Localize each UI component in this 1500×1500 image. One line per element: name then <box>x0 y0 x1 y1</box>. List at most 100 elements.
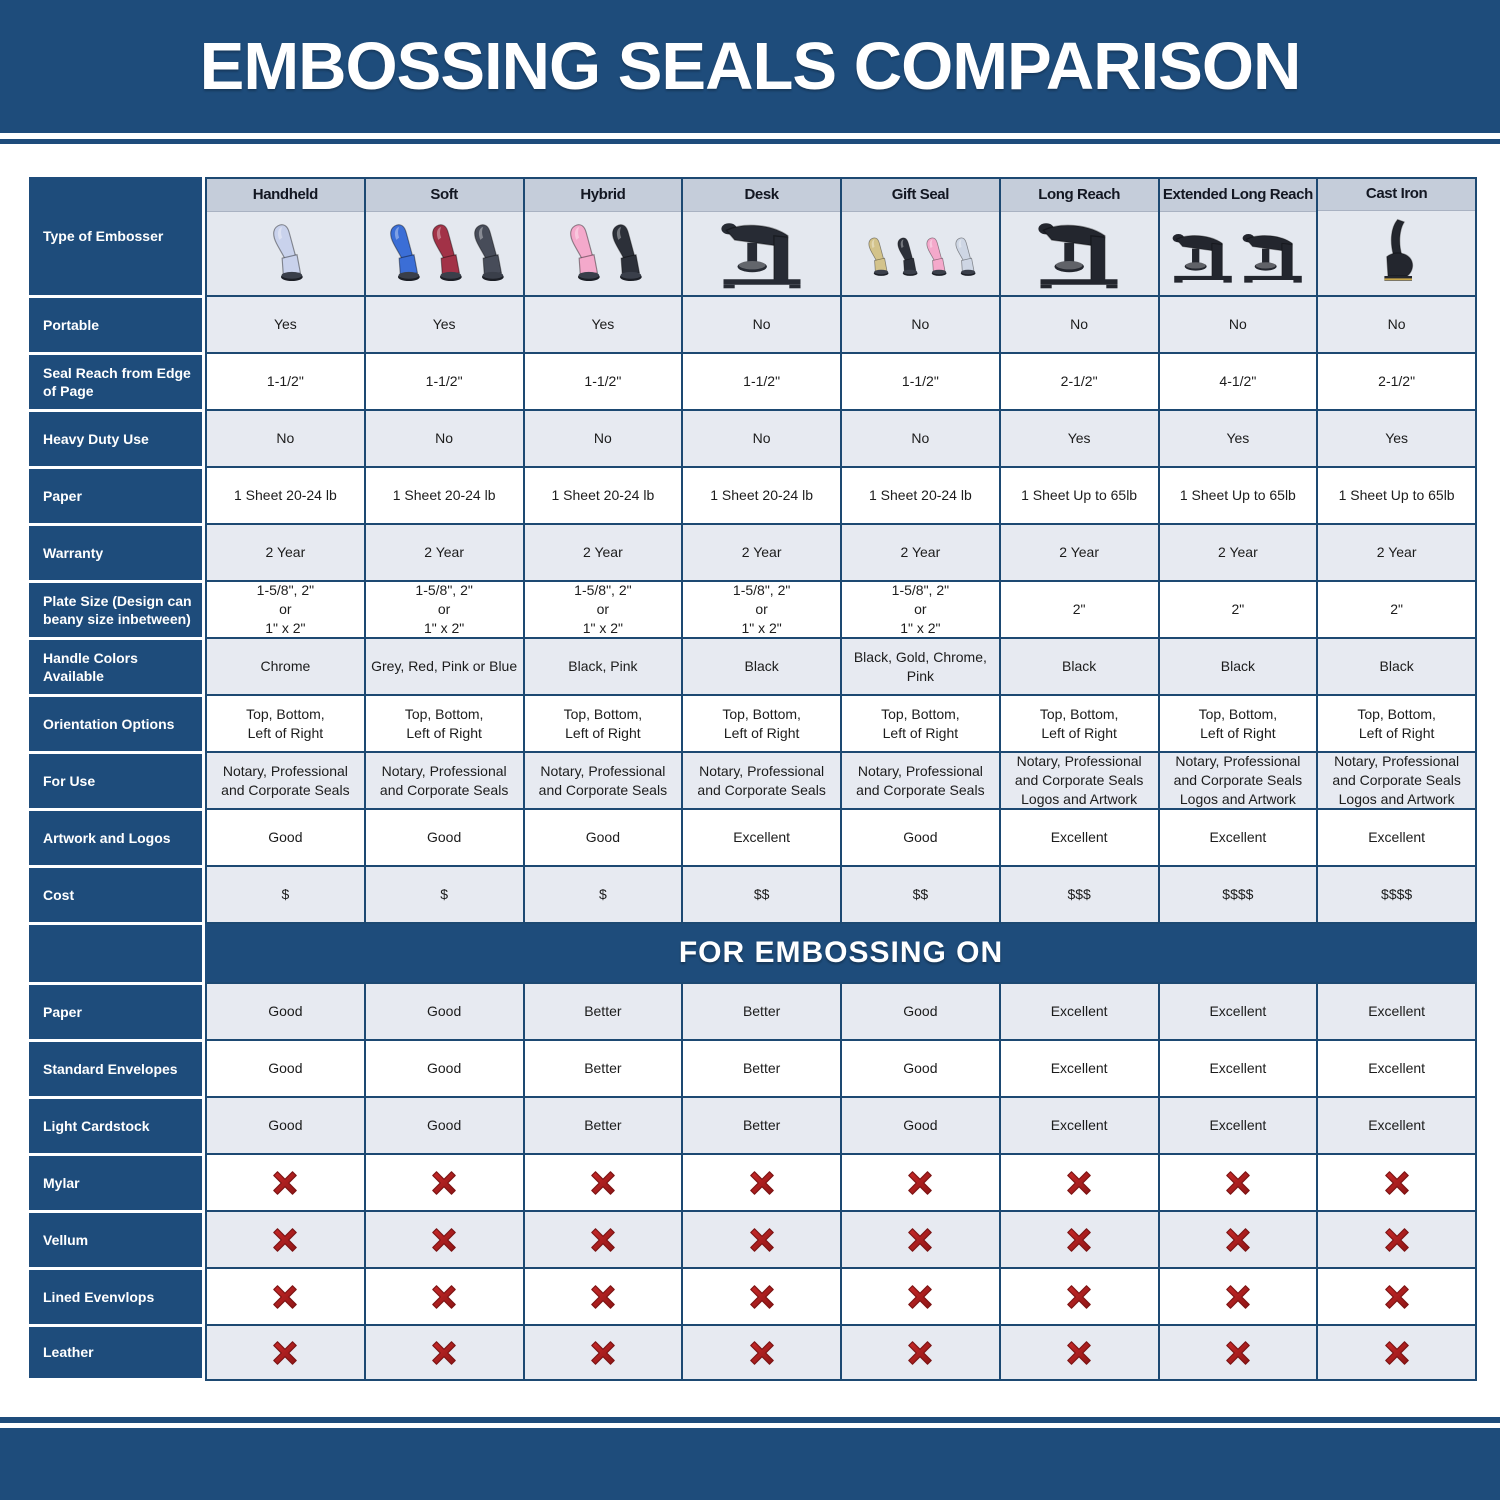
row-label-type-of-embosser: Type of Embosser <box>29 177 205 295</box>
handheld-embosser-icon <box>604 217 644 289</box>
cell-vellum-gift-seal <box>840 1210 999 1267</box>
row-label-heavy-duty-use: Heavy Duty Use <box>29 409 205 466</box>
cell-cost-handheld: $ <box>205 865 364 922</box>
cell-seal-reach-from-edge-of-page-extended-long-reach: 4-1/2" <box>1157 352 1317 409</box>
cell-plate-size-design-can-beany-size-inbetween-handheld: 1-5/8", 2" or 1" x 2" <box>205 580 364 637</box>
not-suitable-icon <box>747 1225 777 1255</box>
cell-heavy-duty-use-handheld: No <box>205 409 364 466</box>
handheld-embosser-icon <box>466 217 506 289</box>
cell-plate-size-design-can-beany-size-inbetween-cast-iron: 2" <box>1316 580 1477 637</box>
row-artwork-and-logos: Artwork and Logos Good Good Good Excellent Go… <box>29 808 1477 865</box>
cell-standard-envelopes-cast-iron: Excellent <box>1316 1039 1477 1096</box>
column-hybrid: Hybrid <box>522 177 682 295</box>
row-mylar: Mylar <box>29 1153 1477 1210</box>
footer-gap <box>0 1423 1500 1428</box>
cell-for-use-soft: Notary, Professional and Corporate Seals <box>363 751 523 808</box>
cell-for-use-long-reach: Notary, Professional and Corporate Seals… <box>998 751 1158 808</box>
cell-seal-reach-from-edge-of-page-hybrid: 1-1/2" <box>522 352 682 409</box>
cell-warranty-long-reach: 2 Year <box>998 523 1158 580</box>
not-suitable-icon <box>747 1168 777 1198</box>
cell-orientation-options-extended-long-reach: Top, Bottom, Left of Right <box>1157 694 1317 751</box>
cast-iron-embosser-photo <box>1318 211 1475 295</box>
row-plate-size-design-can-beany-size-inbetween: Plate Size (Design can beany size inbetw… <box>29 580 1477 637</box>
row-warranty: Warranty 2 Year 2 Year 2 Year 2 Year 2 Year 2 … <box>29 523 1477 580</box>
cell-light-cardstock-soft: Good <box>363 1096 523 1153</box>
not-suitable-icon <box>1223 1338 1253 1368</box>
cell-mylar-extended-long-reach <box>1157 1153 1317 1210</box>
cell-handle-colors-available-hybrid: Black, Pink <box>522 637 682 694</box>
cell-heavy-duty-use-gift-seal: No <box>840 409 999 466</box>
cell-artwork-and-logos-extended-long-reach: Excellent <box>1157 808 1317 865</box>
cell-leather-long-reach <box>998 1324 1158 1381</box>
cell-warranty-gift-seal: 2 Year <box>840 523 999 580</box>
row-seal-reach-from-edge-of-page: Seal Reach from Edge of Page 1-1/2" 1-1/2"… <box>29 352 1477 409</box>
row-for-use: For Use Notary, Professional and Corporat… <box>29 751 1477 808</box>
cell-orientation-options-gift-seal: Top, Bottom, Left of Right <box>840 694 999 751</box>
cell-light-cardstock-handheld: Good <box>205 1096 364 1153</box>
embosser-type-row: Type of Embosser Handheld Soft Hybrid Desk Gi… <box>29 177 1477 295</box>
cell-for-use-extended-long-reach: Notary, Professional and Corporate Seals… <box>1157 751 1317 808</box>
cell-cost-desk: $$ <box>681 865 840 922</box>
column-extended-long-reach: Extended Long Reach <box>1157 177 1317 295</box>
row-vellum: Vellum <box>29 1210 1477 1267</box>
column-header-cast-iron: Cast Iron <box>1318 179 1475 211</box>
not-suitable-icon <box>270 1225 300 1255</box>
cell-artwork-and-logos-hybrid: Good <box>522 808 682 865</box>
not-suitable-icon <box>429 1168 459 1198</box>
row-label-mylar: Mylar <box>29 1153 205 1210</box>
cell-heavy-duty-use-long-reach: Yes <box>998 409 1158 466</box>
desk-embosser-icon <box>1033 219 1125 289</box>
cell-portable-cast-iron: No <box>1316 295 1477 352</box>
cell-handle-colors-available-desk: Black <box>681 637 840 694</box>
column-header-hybrid: Hybrid <box>524 179 682 212</box>
not-suitable-icon <box>429 1225 459 1255</box>
column-header-desk: Desk <box>683 179 840 212</box>
cell-paper-gift-seal: Good <box>840 982 999 1039</box>
not-suitable-icon <box>1064 1282 1094 1312</box>
handheld-embosser-icon <box>892 225 919 289</box>
gift-seal-embosser-photo <box>842 212 999 295</box>
cell-plate-size-design-can-beany-size-inbetween-hybrid: 1-5/8", 2" or 1" x 2" <box>522 580 682 637</box>
cell-handle-colors-available-long-reach: Black <box>998 637 1158 694</box>
cell-mylar-hybrid <box>522 1153 682 1210</box>
handheld-embosser-icon <box>562 217 602 289</box>
extended-long-reach-embosser-photo <box>1159 212 1317 295</box>
cell-heavy-duty-use-extended-long-reach: Yes <box>1157 409 1317 466</box>
row-orientation-options: Orientation Options Top, Bottom, Left of … <box>29 694 1477 751</box>
not-suitable-icon <box>905 1225 935 1255</box>
cell-standard-envelopes-soft: Good <box>363 1039 523 1096</box>
cell-artwork-and-logos-soft: Good <box>363 808 523 865</box>
cell-mylar-long-reach <box>998 1153 1158 1210</box>
column-handheld: Handheld <box>205 177 364 295</box>
cell-portable-extended-long-reach: No <box>1157 295 1317 352</box>
footer <box>0 1417 1500 1500</box>
cell-light-cardstock-hybrid: Better <box>522 1096 682 1153</box>
cell-handle-colors-available-gift-seal: Black, Gold, Chrome, Pink <box>840 637 999 694</box>
cell-vellum-desk <box>681 1210 840 1267</box>
column-gift-seal: Gift Seal <box>840 177 999 295</box>
not-suitable-icon <box>588 1168 618 1198</box>
cell-plate-size-design-can-beany-size-inbetween-extended-long-reach: 2" <box>1157 580 1317 637</box>
cell-portable-soft: Yes <box>363 295 523 352</box>
cell-warranty-handheld: 2 Year <box>205 523 364 580</box>
row-label-standard-envelopes: Standard Envelopes <box>29 1039 205 1096</box>
not-suitable-icon <box>1064 1338 1094 1368</box>
not-suitable-icon <box>905 1282 935 1312</box>
cell-seal-reach-from-edge-of-page-gift-seal: 1-1/2" <box>840 352 999 409</box>
section-title: FOR EMBOSSING ON <box>205 922 1477 982</box>
not-suitable-icon <box>1382 1282 1412 1312</box>
row-leather: Leather <box>29 1324 1477 1381</box>
cell-leather-extended-long-reach <box>1157 1324 1317 1381</box>
cell-paper-long-reach: 1 Sheet Up to 65lb <box>998 466 1158 523</box>
column-header-soft: Soft <box>365 179 523 212</box>
cell-mylar-desk <box>681 1153 840 1210</box>
cell-portable-gift-seal: No <box>840 295 999 352</box>
cell-vellum-hybrid <box>522 1210 682 1267</box>
column-header-handheld: Handheld <box>207 179 364 212</box>
cell-for-use-cast-iron: Notary, Professional and Corporate Seals… <box>1316 751 1477 808</box>
cell-orientation-options-cast-iron: Top, Bottom, Left of Right <box>1316 694 1477 751</box>
cell-paper-long-reach: Excellent <box>998 982 1158 1039</box>
hybrid-embosser-photo <box>524 212 682 295</box>
cell-orientation-options-hybrid: Top, Bottom, Left of Right <box>522 694 682 751</box>
cell-vellum-cast-iron <box>1316 1210 1477 1267</box>
